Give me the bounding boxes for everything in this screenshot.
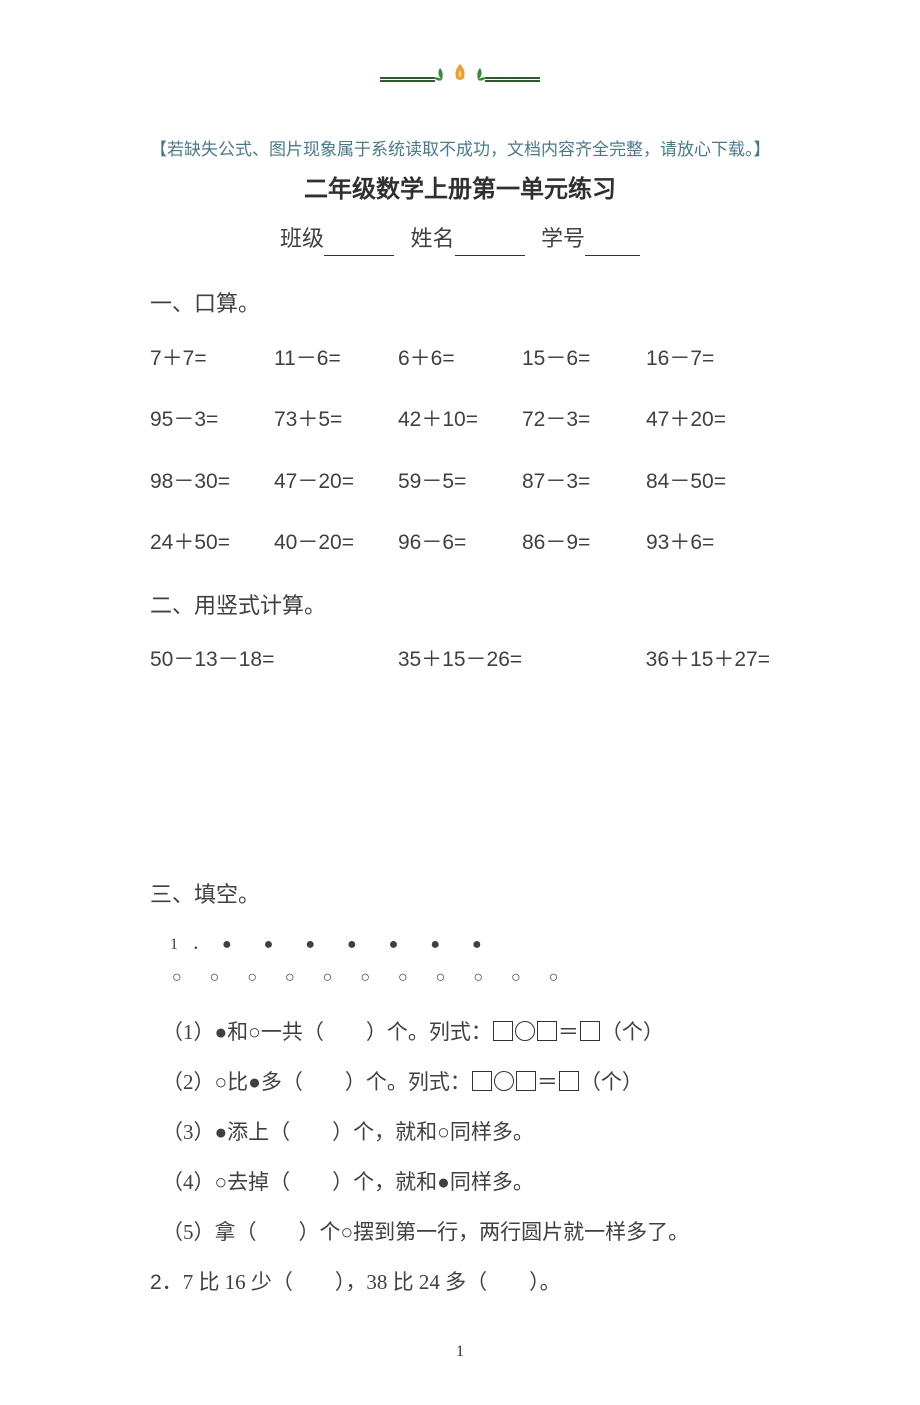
q3-sub-2: （2）○比●多（ ）个。列式：＝（个） <box>162 1061 770 1103</box>
name-blank[interactable] <box>455 229 525 256</box>
arith-cell: 98－30= <box>150 465 274 499</box>
solid-dots-row: 1．● ● ● ● ● ● ● <box>170 932 770 958</box>
class-blank[interactable] <box>324 229 394 256</box>
page-number: 1 <box>150 1339 770 1365</box>
q3-1: 1．● ● ● ● ● ● ● ○ ○ ○ ○ ○ ○ ○ ○ ○ ○ ○ （1… <box>150 932 770 1253</box>
vertical-calc-cell: 36＋15＋27= <box>646 643 770 677</box>
class-label: 班级 <box>280 226 324 251</box>
hollow-dots-row: ○ ○ ○ ○ ○ ○ ○ ○ ○ ○ ○ <box>172 965 770 991</box>
arith-cell: 47－20= <box>274 465 398 499</box>
arith-cell: 93＋6= <box>646 526 770 560</box>
arith-cell: 87－3= <box>522 465 646 499</box>
arith-cell: 7＋7= <box>150 342 274 376</box>
vertical-calc-row: 50－13－18= 35＋15－26= 36＋15＋27= <box>150 643 770 677</box>
vertical-calc-cell: 35＋15－26= <box>398 643 522 677</box>
arith-cell: 86－9= <box>522 526 646 560</box>
arith-cell: 6＋6= <box>398 342 522 376</box>
arith-cell: 42＋10= <box>398 403 522 437</box>
q3-sub-1: （1）●和○一共（ ）个。列式：＝（个） <box>162 1011 770 1053</box>
q3-sub-5: （5）拿（ ）个○摆到第一行，两行圆片就一样多了。 <box>162 1211 770 1253</box>
id-label: 学号 <box>541 226 585 251</box>
header-logo <box>150 60 770 101</box>
vertical-calc-cell: 50－13－18= <box>150 643 274 677</box>
work-space <box>150 707 770 877</box>
arith-cell: 11－6= <box>274 342 398 376</box>
section-1-heading: 一、口算。 <box>150 286 770 321</box>
arith-cell: 15－6= <box>522 342 646 376</box>
worksheet-title: 二年级数学上册第一单元练习 <box>150 171 770 209</box>
section-3-heading: 三、填空。 <box>150 877 770 912</box>
name-label: 姓名 <box>410 226 454 251</box>
q3-sub-4: （4）○去掉（ ）个，就和●同样多。 <box>162 1161 770 1203</box>
arith-cell: 16－7= <box>646 342 770 376</box>
id-blank[interactable] <box>585 229 640 256</box>
mental-arithmetic-grid: 7＋7= 11－6= 6＋6= 15－6= 16－7= 95－3= 73＋5= … <box>150 342 770 560</box>
arith-cell: 40－20= <box>274 526 398 560</box>
arith-cell: 72－3= <box>522 403 646 437</box>
logo-icon <box>380 60 540 90</box>
arith-cell: 95－3= <box>150 403 274 437</box>
q3-2: 2．7 比 16 少（ ），38 比 24 多（ ）。 <box>150 1261 770 1304</box>
arith-cell: 84－50= <box>646 465 770 499</box>
student-info-row: 班级 姓名 学号 <box>150 221 770 256</box>
section-2-heading: 二、用竖式计算。 <box>150 588 770 623</box>
q3-sub-3: （3）●添上（ ）个，就和○同样多。 <box>162 1111 770 1153</box>
arith-cell: 59－5= <box>398 465 522 499</box>
arith-cell: 47＋20= <box>646 403 770 437</box>
arith-cell: 73＋5= <box>274 403 398 437</box>
arith-cell: 96－6= <box>398 526 522 560</box>
arith-cell: 24＋50= <box>150 526 274 560</box>
download-notice: 【若缺失公式、图片现象属于系统读取不成功，文档内容齐全完整，请放心下载。】 <box>150 136 770 163</box>
